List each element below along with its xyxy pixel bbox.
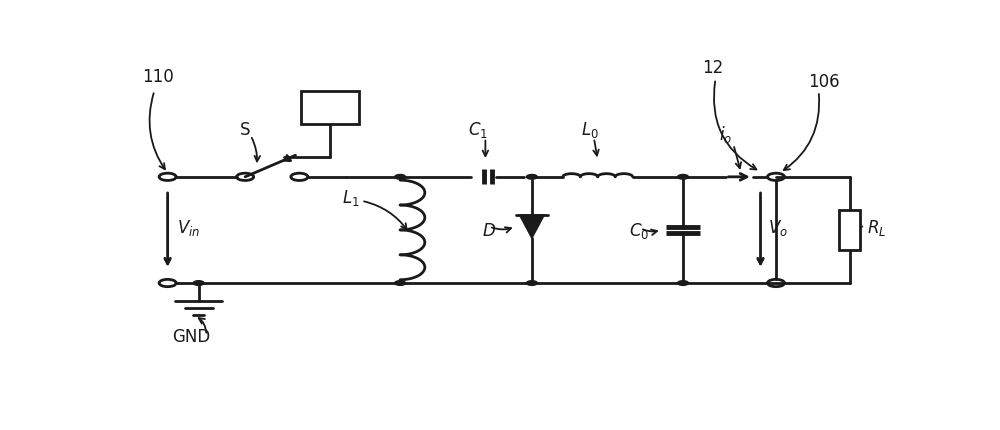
Text: 12: 12 [702,59,724,77]
Bar [301,91,359,124]
Text: $i_o$: $i_o$ [719,123,732,144]
Text: GND: GND [172,327,210,345]
Text: S: S [240,120,250,138]
Circle shape [678,281,688,286]
Circle shape [526,281,537,286]
Circle shape [395,175,406,180]
Text: 106: 106 [809,72,840,90]
Circle shape [395,281,406,286]
Text: $L_1$: $L_1$ [342,187,360,207]
Text: $D$: $D$ [482,221,496,240]
Text: 110: 110 [142,68,174,86]
Text: $V_o$: $V_o$ [768,217,788,237]
Text: $L_0$: $L_0$ [581,120,599,139]
Text: $V_{in}$: $V_{in}$ [177,217,200,237]
Text: 112: 112 [314,95,346,114]
Circle shape [678,175,688,180]
Circle shape [526,175,537,180]
Polygon shape [519,215,544,239]
Bar [839,211,860,250]
Text: $C_1$: $C_1$ [468,120,488,139]
Circle shape [193,281,204,286]
Text: $C_0$: $C_0$ [629,221,649,240]
Text: $R_L$: $R_L$ [867,217,886,237]
